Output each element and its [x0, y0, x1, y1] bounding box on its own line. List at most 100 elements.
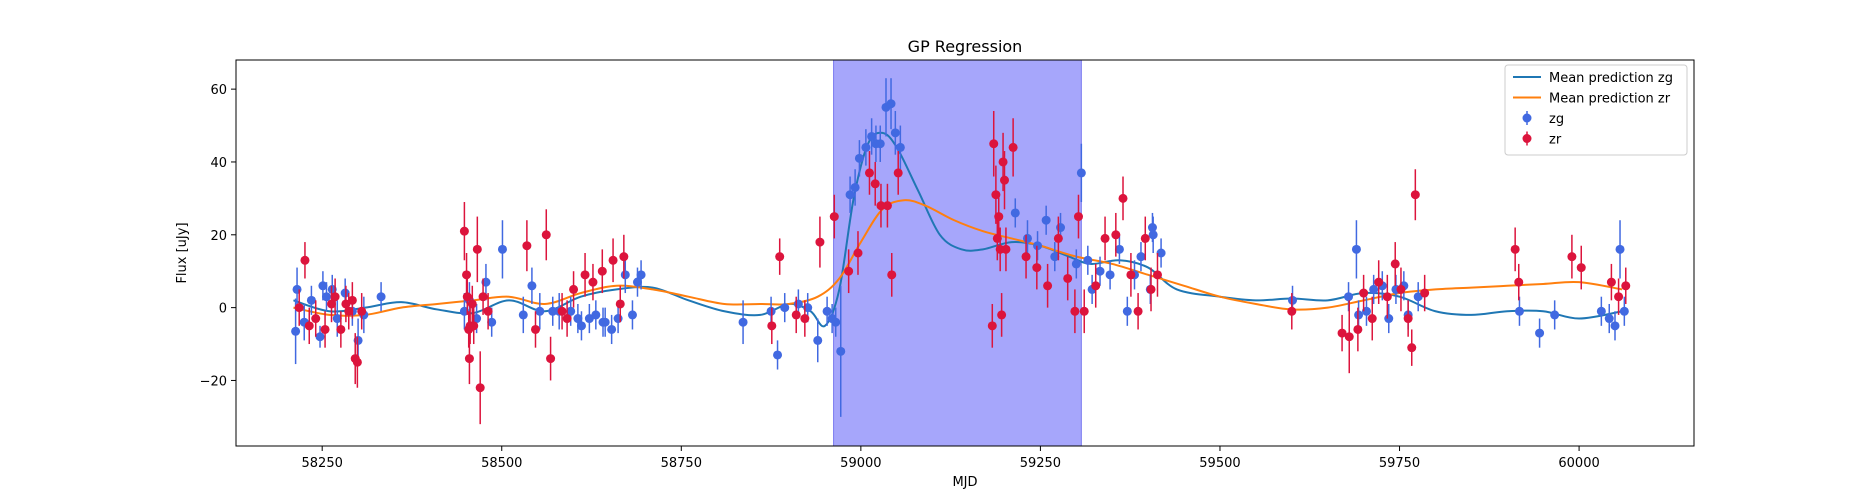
x-tick-label: 59500 — [1199, 456, 1240, 471]
marker-zg — [607, 324, 617, 334]
marker-zg — [1351, 244, 1361, 254]
marker-zr — [1126, 270, 1136, 280]
marker-zg — [1148, 230, 1158, 240]
data-point-zg — [497, 220, 507, 279]
data-point-zg — [1596, 296, 1606, 326]
marker-zg — [773, 350, 783, 360]
marker-zr — [531, 324, 541, 334]
data-point-zr — [462, 278, 472, 315]
data-point-zr — [1073, 194, 1083, 239]
data-point-zr — [882, 183, 892, 228]
marker-zg — [793, 299, 803, 309]
marker-zr — [800, 314, 810, 324]
marker-zr — [597, 266, 607, 276]
marker-zg — [1022, 233, 1032, 243]
marker-zg — [780, 303, 790, 313]
data-point-zr — [472, 216, 482, 283]
data-point-zr — [1152, 253, 1162, 297]
marker-zg — [1619, 306, 1629, 316]
marker-zr — [887, 270, 897, 280]
marker-zr — [1344, 332, 1354, 342]
data-point-zg — [1384, 303, 1394, 334]
data-point-zr — [483, 293, 493, 330]
marker-zr — [464, 354, 474, 364]
data-point-zg — [850, 169, 860, 206]
data-point-zg — [600, 307, 610, 337]
data-point-zr — [1410, 169, 1420, 221]
marker-zg — [1010, 208, 1020, 218]
marker-zr — [294, 303, 304, 313]
marker-zr — [459, 226, 469, 236]
marker-zr — [989, 139, 999, 149]
data-point-zg — [1136, 242, 1146, 272]
marker-zg — [1076, 168, 1086, 178]
data-point-zg — [636, 260, 646, 290]
data-point-zr — [357, 293, 367, 330]
data-point-zr — [546, 336, 556, 381]
marker-zr — [462, 270, 472, 280]
marker-zg — [332, 314, 342, 324]
data-point-zg — [1535, 318, 1545, 348]
data-point-zr — [864, 151, 874, 195]
data-point-zr — [1146, 267, 1156, 312]
marker-zg — [813, 335, 823, 345]
marker-zg — [636, 270, 646, 280]
data-point-zr — [1420, 274, 1430, 312]
data-point-zr — [870, 161, 880, 206]
marker-zr — [541, 230, 551, 240]
data-point-zr — [311, 300, 321, 337]
marker-zr — [1614, 292, 1624, 302]
data-point-zr — [1367, 296, 1377, 341]
legend-marker-swatch — [1522, 134, 1532, 143]
marker-zg — [1071, 259, 1081, 269]
marker-zr — [327, 299, 337, 309]
marker-zr — [304, 321, 314, 331]
y-axis-label: Flux [uJy] — [175, 222, 190, 283]
x-axis-label: MJD — [952, 475, 977, 490]
legend-label: zg — [1549, 112, 1564, 127]
data-point-zr — [1407, 329, 1417, 366]
marker-zr — [615, 299, 625, 309]
data-point-zr — [1374, 260, 1384, 304]
y-tick-label: 60 — [210, 83, 227, 98]
marker-zr — [1008, 142, 1018, 152]
data-point-zr — [1140, 216, 1150, 261]
data-point-zg — [861, 129, 871, 166]
legend-entry: Mean prediction zr — [1513, 92, 1671, 107]
marker-zr — [1396, 284, 1406, 294]
marker-zg — [487, 317, 497, 327]
data-point-zr — [562, 300, 572, 337]
data-point-zr — [800, 300, 810, 337]
data-point-zr — [320, 311, 330, 348]
marker-zr — [300, 255, 310, 265]
marker-zr — [1390, 259, 1400, 269]
marker-zg — [890, 128, 900, 138]
marker-zr — [791, 310, 801, 320]
data-point-zr — [1390, 242, 1400, 286]
plot-frame — [235, 59, 1695, 447]
data-point-zr — [1567, 234, 1577, 279]
data-point-zg — [576, 311, 586, 341]
data-point-zr — [541, 209, 551, 261]
marker-zg — [573, 314, 583, 324]
marker-zr — [311, 314, 321, 324]
data-point-zr — [580, 253, 590, 297]
data-point-zr — [304, 307, 314, 345]
marker-zr — [1152, 270, 1162, 280]
data-point-zg — [1610, 311, 1620, 341]
marker-zr — [522, 241, 532, 251]
y-tick-label: 40 — [210, 156, 227, 171]
data-point-zg — [886, 78, 896, 130]
marker-zg — [1610, 321, 1620, 331]
marker-zr — [1146, 284, 1156, 294]
data-point-zr — [1287, 293, 1297, 330]
marker-zr — [330, 292, 340, 302]
marker-zg — [875, 139, 885, 149]
marker-zr — [829, 212, 839, 222]
marker-zg — [321, 292, 331, 302]
data-point-zr — [1070, 289, 1080, 334]
marker-zg — [600, 317, 610, 327]
y-tick-label: 20 — [210, 229, 227, 244]
marker-zg — [1156, 248, 1166, 258]
x-tick-label: 58250 — [302, 456, 343, 471]
